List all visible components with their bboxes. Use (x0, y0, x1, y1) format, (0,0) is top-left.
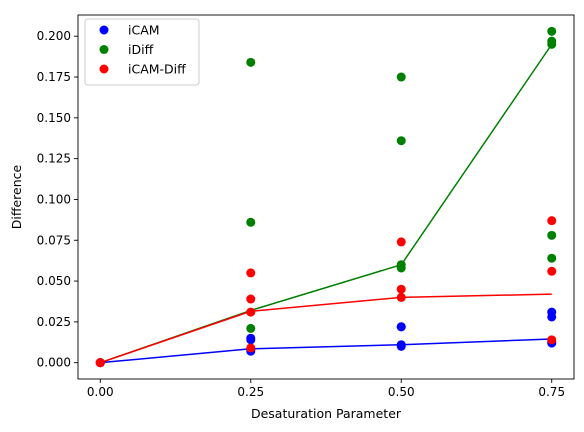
data-point-idiff (547, 230, 557, 240)
data-point-icam-diff (246, 268, 256, 278)
series-icam-diff (95, 216, 557, 368)
data-point-icam (246, 333, 256, 343)
legend-label: iCAM (128, 23, 160, 38)
data-point-icam (547, 307, 557, 317)
x-axis-label: Desaturation Parameter (251, 406, 402, 421)
data-point-idiff (246, 57, 256, 67)
series-line-icam-diff (100, 293, 552, 364)
legend-marker (99, 45, 109, 54)
legend-item-icam-diff: iCAM-Diff (99, 62, 186, 77)
y-axis-label: Difference (9, 164, 24, 229)
legend-item-idiff: iDiff (99, 42, 154, 57)
legend-marker (99, 25, 109, 35)
data-point-idiff (396, 136, 406, 146)
data-point-idiff (547, 253, 557, 263)
y-tick-label: 0.175 (37, 70, 71, 84)
legend-label: iDiff (128, 42, 154, 57)
data-point-icam-diff (547, 216, 557, 226)
x-tick-label: 0.00 (87, 385, 114, 399)
x-axis-ticks: 0.00 0.25 0.50 0.75 (87, 379, 565, 399)
legend-marker (99, 64, 109, 74)
series-icam (95, 307, 557, 368)
series-line-idiff (100, 43, 553, 364)
series-layer (95, 26, 557, 368)
plot-frame (77, 14, 575, 380)
y-axis-ticks: 0.000 0.025 0.050 0.075 0.100 0.125 0.150 0.175… (37, 29, 78, 370)
y-tick-label: 0.125 (37, 152, 71, 166)
series-line-icam (100, 338, 552, 364)
y-tick-label: 0.100 (37, 192, 71, 206)
data-point-icam-diff (396, 292, 406, 302)
data-point-idiff (396, 72, 406, 82)
legend-label: iCAM-Diff (128, 62, 186, 77)
data-point-icam-diff (246, 307, 256, 317)
data-point-idiff (547, 36, 557, 46)
x-tick-label: 0.25 (237, 385, 264, 399)
y-tick-label: 0.150 (37, 111, 71, 125)
y-tick-label: 0.075 (37, 233, 71, 247)
data-point-icam-diff (547, 266, 557, 276)
data-point-icam-diff (396, 237, 406, 247)
legend-item-icam: iCAM (99, 23, 160, 38)
data-point-icam (396, 340, 406, 350)
data-point-icam-diff (246, 294, 256, 304)
data-point-icam-diff (547, 335, 557, 345)
data-point-idiff (396, 260, 406, 270)
legend-box (84, 18, 200, 86)
data-point-idiff (246, 217, 256, 227)
legend-entries: iCAM iDiff iCAM-Diff (99, 23, 186, 77)
data-point-idiff (547, 26, 557, 36)
y-tick-label: 0.050 (37, 274, 71, 288)
data-point-icam-diff (95, 358, 105, 368)
y-tick-label: 0.000 (37, 356, 71, 370)
legend: iCAM iDiff iCAM-Diff (84, 18, 200, 86)
y-tick-label: 0.025 (37, 315, 71, 329)
y-tick-label: 0.200 (37, 29, 71, 43)
data-point-icam-diff (396, 284, 406, 294)
data-point-icam (396, 322, 406, 332)
data-point-idiff (246, 323, 256, 333)
x-tick-label: 0.50 (388, 385, 415, 399)
x-tick-label: 0.75 (538, 385, 565, 399)
data-point-icam-diff (246, 343, 256, 353)
